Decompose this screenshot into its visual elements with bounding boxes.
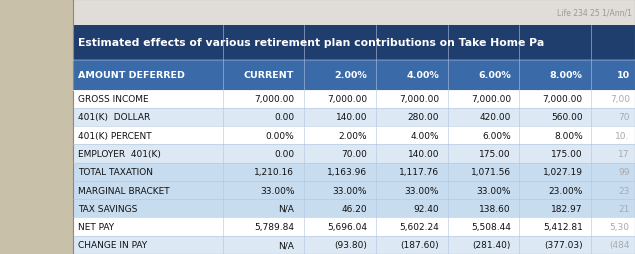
Text: 7,000.00: 7,000.00 — [399, 95, 439, 104]
Text: (93.80): (93.80) — [335, 241, 367, 249]
Bar — [73, 126, 635, 145]
Text: 70.00: 70.00 — [342, 149, 367, 158]
Text: 4.00%: 4.00% — [410, 131, 439, 140]
Text: 2.00%: 2.00% — [335, 71, 367, 80]
Text: 1,027.19: 1,027.19 — [543, 168, 583, 177]
Text: 401(K)  DOLLAR: 401(K) DOLLAR — [78, 113, 150, 122]
Bar — [73, 108, 635, 126]
Text: 138.60: 138.60 — [479, 204, 511, 213]
Text: 4.00%: 4.00% — [406, 71, 439, 80]
Text: 23.00%: 23.00% — [548, 186, 583, 195]
Text: 560.00: 560.00 — [551, 113, 583, 122]
Text: 5,30: 5,30 — [610, 222, 630, 231]
Bar — [73, 0, 635, 254]
Text: AMOUNT DEFERRED: AMOUNT DEFERRED — [78, 71, 185, 80]
Text: 10.: 10. — [615, 131, 630, 140]
Bar — [73, 0, 635, 25]
Bar — [0, 0, 73, 254]
Text: 420.00: 420.00 — [479, 113, 511, 122]
Text: 8.00%: 8.00% — [550, 71, 583, 80]
Text: 7,000.00: 7,000.00 — [327, 95, 367, 104]
Text: 5,602.24: 5,602.24 — [399, 222, 439, 231]
Bar — [73, 218, 635, 236]
Text: 92.40: 92.40 — [413, 204, 439, 213]
Text: MARGINAL BRACKET: MARGINAL BRACKET — [78, 186, 170, 195]
Text: 8.00%: 8.00% — [554, 131, 583, 140]
Text: 17: 17 — [618, 149, 630, 158]
Bar — [73, 199, 635, 218]
Text: 33.00%: 33.00% — [333, 186, 367, 195]
Bar — [73, 145, 635, 163]
Text: TOTAL TAXATION: TOTAL TAXATION — [78, 168, 153, 177]
Text: 1,071.56: 1,071.56 — [471, 168, 511, 177]
Text: 1,117.76: 1,117.76 — [399, 168, 439, 177]
Text: 46.20: 46.20 — [342, 204, 367, 213]
Text: 99: 99 — [618, 168, 630, 177]
Text: 1,210.16: 1,210.16 — [255, 168, 294, 177]
Text: 10: 10 — [617, 71, 630, 80]
Text: Estimated effects of various retirement plan contributions on Take Home Pa: Estimated effects of various retirement … — [78, 38, 544, 48]
Text: 175.00: 175.00 — [551, 149, 583, 158]
Text: 23: 23 — [618, 186, 630, 195]
Bar — [73, 181, 635, 199]
Text: 5,696.04: 5,696.04 — [327, 222, 367, 231]
Text: 0.00%: 0.00% — [265, 131, 294, 140]
Text: CHANGE IN PAY: CHANGE IN PAY — [78, 241, 147, 249]
Text: (484: (484 — [609, 241, 630, 249]
Text: 70: 70 — [618, 113, 630, 122]
Text: CURRENT: CURRENT — [244, 71, 294, 80]
Text: TAX SAVINGS: TAX SAVINGS — [78, 204, 138, 213]
Bar — [73, 61, 635, 90]
Text: 33.00%: 33.00% — [476, 186, 511, 195]
Text: 175.00: 175.00 — [479, 149, 511, 158]
Bar — [73, 90, 635, 108]
Text: 280.00: 280.00 — [408, 113, 439, 122]
Text: 7,00: 7,00 — [610, 95, 630, 104]
Text: N/A: N/A — [278, 204, 294, 213]
Bar — [73, 236, 635, 254]
Text: 140.00: 140.00 — [336, 113, 367, 122]
Text: 33.00%: 33.00% — [260, 186, 294, 195]
Text: 5,789.84: 5,789.84 — [255, 222, 294, 231]
Text: (281.40): (281.40) — [472, 241, 511, 249]
Text: 1,163.96: 1,163.96 — [327, 168, 367, 177]
Text: 0.00: 0.00 — [274, 113, 294, 122]
Text: 5,508.44: 5,508.44 — [471, 222, 511, 231]
Text: NET PAY: NET PAY — [78, 222, 114, 231]
Text: GROSS INCOME: GROSS INCOME — [78, 95, 149, 104]
Text: (187.60): (187.60) — [401, 241, 439, 249]
Text: EMPLOYER  401(K): EMPLOYER 401(K) — [78, 149, 161, 158]
Text: Life 234 25 1/Ann/1: Life 234 25 1/Ann/1 — [557, 8, 632, 17]
Text: 2.00%: 2.00% — [338, 131, 367, 140]
Text: 6.00%: 6.00% — [482, 131, 511, 140]
Text: 401(K) PERCENT: 401(K) PERCENT — [78, 131, 152, 140]
Text: (377.03): (377.03) — [544, 241, 583, 249]
Bar — [73, 25, 635, 61]
Text: 140.00: 140.00 — [408, 149, 439, 158]
Bar — [73, 163, 635, 181]
Text: 6.00%: 6.00% — [478, 71, 511, 80]
Text: 7,000.00: 7,000.00 — [471, 95, 511, 104]
Text: 182.97: 182.97 — [551, 204, 583, 213]
Text: 0.00: 0.00 — [274, 149, 294, 158]
Text: 7,000.00: 7,000.00 — [542, 95, 583, 104]
Text: N/A: N/A — [278, 241, 294, 249]
Text: 7,000.00: 7,000.00 — [254, 95, 294, 104]
Text: 33.00%: 33.00% — [404, 186, 439, 195]
Text: 5,412.81: 5,412.81 — [543, 222, 583, 231]
Text: 21: 21 — [618, 204, 630, 213]
